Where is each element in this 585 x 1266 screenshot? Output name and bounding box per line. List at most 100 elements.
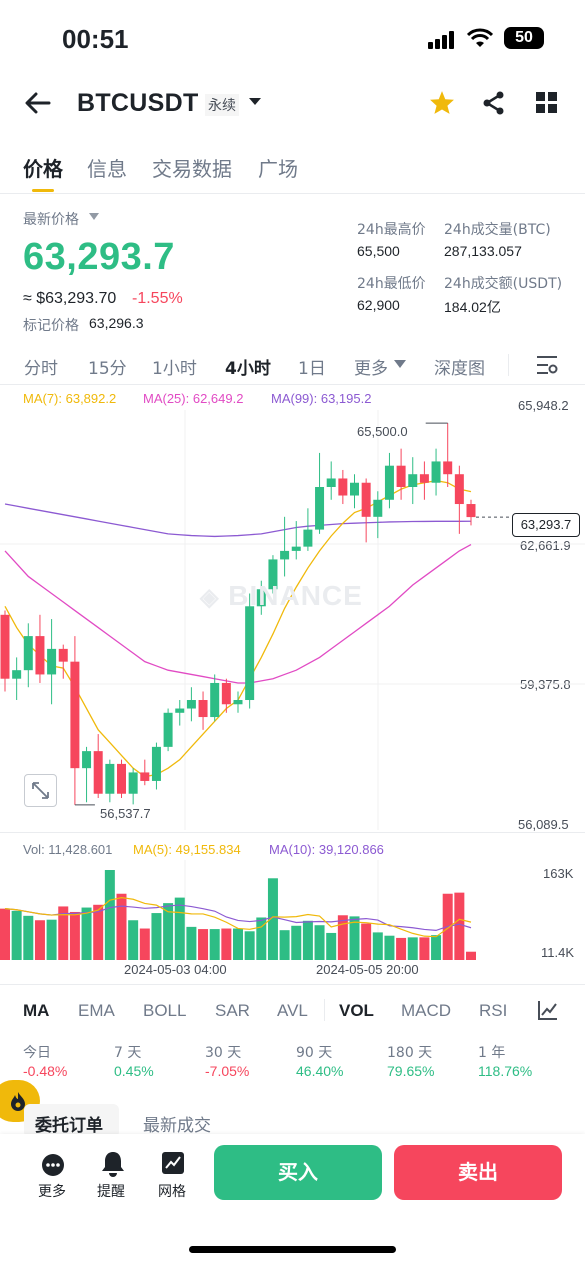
fullscreen-button[interactable] xyxy=(24,774,57,807)
high-label: 24h最高价 xyxy=(357,222,426,238)
caret-down-icon[interactable] xyxy=(89,213,99,221)
volume-bar xyxy=(314,925,325,960)
candlestick-chart[interactable] xyxy=(0,410,585,830)
candle xyxy=(373,491,383,539)
candle xyxy=(151,742,161,790)
tab-info[interactable]: 信息 xyxy=(87,157,127,181)
bell-icon[interactable] xyxy=(101,1151,125,1177)
candle-body xyxy=(128,772,138,794)
candle xyxy=(105,759,115,803)
volume-bar xyxy=(291,925,302,960)
alert-label[interactable]: 提醒 xyxy=(97,1184,125,1200)
volume-bar xyxy=(0,908,10,960)
buy-button[interactable]: 买入 xyxy=(214,1145,382,1200)
symbol-title[interactable]: BTCUSDT xyxy=(77,89,199,117)
candle-body xyxy=(291,546,301,551)
volume-bar xyxy=(198,929,209,960)
candle xyxy=(384,452,394,509)
last-price-label[interactable]: 最新价格 xyxy=(23,212,79,228)
indicator-rsi[interactable]: RSI xyxy=(479,1001,508,1020)
candle xyxy=(350,474,359,509)
interval-line[interactable]: 分时 xyxy=(24,359,58,379)
chart-settings-icon[interactable] xyxy=(536,355,558,375)
volume-bar xyxy=(69,911,80,960)
time-axis-label: 2024-05-03 04:00 xyxy=(124,962,227,977)
indicator-chart-icon[interactable] xyxy=(538,1000,558,1020)
candle-body xyxy=(338,478,348,496)
candle-body xyxy=(12,670,22,679)
grid-trading-icon[interactable] xyxy=(161,1151,185,1175)
volume-chart xyxy=(0,860,476,960)
indicator-boll[interactable]: BOLL xyxy=(143,1001,187,1020)
indicator-vol[interactable]: VOL xyxy=(339,1001,374,1020)
candle xyxy=(291,521,301,560)
volume-bar xyxy=(396,937,407,960)
tab-trading-data[interactable]: 交易数据 xyxy=(152,157,232,181)
volume-bar xyxy=(128,920,139,960)
volume-bar xyxy=(279,930,290,960)
more-label[interactable]: 更多 xyxy=(38,1184,66,1200)
divider xyxy=(0,193,585,194)
price-axis-label: 65,948.2 xyxy=(518,398,569,413)
interval-1h[interactable]: 1小时 xyxy=(152,359,197,379)
candle xyxy=(454,465,464,534)
volume-bar xyxy=(361,923,372,960)
volume-bar xyxy=(34,920,45,960)
interval-depth[interactable]: 深度图 xyxy=(434,359,485,379)
interval-more[interactable]: 更多 xyxy=(354,359,388,379)
interval-4h[interactable]: 4小时 xyxy=(225,359,271,379)
tab-square[interactable]: 广场 xyxy=(258,157,298,181)
watermark: ◈ BINANCE xyxy=(200,580,363,611)
candle xyxy=(128,768,138,805)
candle xyxy=(431,448,441,496)
indicator-avl[interactable]: AVL xyxy=(277,1001,308,1020)
share-icon[interactable] xyxy=(482,91,506,115)
indicator-ema[interactable]: EMA xyxy=(78,1001,115,1020)
vol-ma5-line xyxy=(4,896,472,938)
interval-15m[interactable]: 15分 xyxy=(88,359,127,379)
indicator-macd[interactable]: MACD xyxy=(401,1001,452,1020)
favorite-star-icon[interactable] xyxy=(429,90,455,115)
ma99-line xyxy=(4,503,472,538)
candle xyxy=(93,734,103,798)
vol-usdt-label: 24h成交额(USDT) xyxy=(444,276,563,292)
candle xyxy=(221,678,231,713)
volume-bar xyxy=(384,935,395,960)
indicator-ma[interactable]: MA xyxy=(23,1001,50,1020)
grid-label[interactable]: 网格 xyxy=(158,1184,186,1200)
last-price: 63,293.7 xyxy=(23,236,175,278)
volume-bar xyxy=(58,906,69,960)
candle xyxy=(198,691,208,730)
more-icon[interactable] xyxy=(41,1153,65,1177)
indicator-sar[interactable]: SAR xyxy=(215,1001,250,1020)
tab-price[interactable]: 价格 xyxy=(23,157,63,181)
sell-button[interactable]: 卖出 xyxy=(394,1145,562,1200)
mark-price-label: 标记价格 xyxy=(23,318,79,334)
candle xyxy=(419,461,429,500)
price-axis-label: 59,375.8 xyxy=(520,677,571,692)
cellular-signal-icon xyxy=(428,30,456,49)
vol-btc-label: 24h成交量(BTC) xyxy=(444,222,551,238)
tab-recent-trades[interactable]: 最新成交 xyxy=(143,1116,211,1136)
grid-menu-icon[interactable] xyxy=(536,92,558,114)
tab-order-book[interactable]: 委托订单 xyxy=(35,1116,103,1136)
interval-1d[interactable]: 1日 xyxy=(298,359,326,379)
candle xyxy=(23,623,33,688)
candle xyxy=(245,593,255,709)
volume-bar xyxy=(326,932,337,960)
vol-axis-label: 11.4K xyxy=(541,945,575,960)
perf-value-90d: 46.40% xyxy=(296,1063,344,1079)
candle xyxy=(315,452,325,534)
candle xyxy=(70,636,80,805)
order-tab-active-bg xyxy=(24,1104,119,1138)
candle xyxy=(117,759,126,798)
chevron-down-icon[interactable] xyxy=(248,97,262,107)
caret-down-icon[interactable] xyxy=(394,360,406,369)
candle-body xyxy=(245,606,255,701)
candle-body xyxy=(256,589,266,607)
candle xyxy=(256,580,266,615)
candle xyxy=(186,687,196,722)
back-arrow-icon[interactable] xyxy=(25,92,51,114)
candle xyxy=(12,657,22,701)
candle xyxy=(35,614,45,683)
